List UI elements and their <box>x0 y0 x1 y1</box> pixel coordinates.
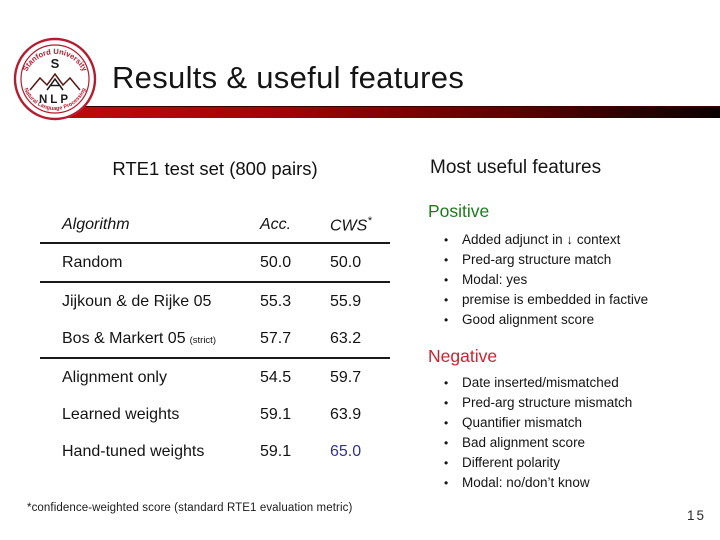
acc-value: 59.1 <box>260 442 292 460</box>
bullet-icon: • <box>444 476 449 490</box>
algorithm-name: Random <box>62 253 123 271</box>
algorithm-name: Hand-tuned weights <box>62 442 205 460</box>
cws-value: 65.0 <box>330 442 362 460</box>
cws-value: 59.7 <box>330 368 362 386</box>
positive-list: • Added adjunct in ↓ context • Pred-arg str… <box>444 230 648 330</box>
acc-value: 54.5 <box>260 368 292 386</box>
table-row: Alignment only 54.5 59.7 <box>40 358 390 396</box>
feature-text: Bad alignment score <box>462 435 586 450</box>
stanford-nlp-logo: Stanford University Natural Language Pro… <box>13 37 97 121</box>
slide-title: Results & useful features <box>112 60 465 95</box>
column-header-acc: Acc. <box>260 216 292 233</box>
feature-text: Modal: no/don’t know <box>462 475 590 490</box>
bullet-icon: • <box>444 396 449 410</box>
column-header-algorithm: Algorithm <box>62 216 130 233</box>
algorithm-cell: Jijkoun & de Rijke 05 <box>40 282 260 320</box>
features-heading: Most useful features <box>430 157 602 178</box>
results-table-body: Random 50.0 50.0 Jijkoun & de Rijke 05 55.3 5… <box>40 243 390 470</box>
accent-bar <box>56 106 720 118</box>
column-header-cws: CWS* <box>330 208 390 243</box>
cws-value: 55.9 <box>330 292 362 310</box>
feature-text: Date inserted/mismatched <box>462 375 619 390</box>
table-header-row: Algorithm Acc. CWS* <box>40 208 390 243</box>
algorithm-name: Bos & Markert 05 <box>62 329 186 347</box>
bullet-icon: • <box>444 436 449 450</box>
table-row: Hand-tuned weights 59.1 65.0 <box>40 433 390 470</box>
algorithm-cell: Learned weights <box>40 396 260 433</box>
bullet-icon: • <box>444 313 449 327</box>
table-row: Random 50.0 50.0 <box>40 243 390 282</box>
feature-item: • Modal: no/don’t know <box>444 473 632 493</box>
logo-peak-icon <box>46 77 64 91</box>
feature-text: Added adjunct in ↓ context <box>462 232 621 247</box>
feature-text: Pred-arg structure mismatch <box>462 395 633 410</box>
feature-item: • Different polarity <box>444 453 632 473</box>
feature-text: Different polarity <box>462 455 561 470</box>
feature-item: • Bad alignment score <box>444 433 632 453</box>
footnote: *confidence-weighted score (standard RTE… <box>27 502 353 514</box>
logo-nlp-letters: NLP <box>39 94 71 106</box>
cws-label: CWS <box>330 217 368 235</box>
bullet-icon: • <box>444 456 449 470</box>
algorithm-name: Learned weights <box>62 405 180 423</box>
algorithm-cell: Hand-tuned weights <box>40 433 260 470</box>
bullet-icon: • <box>444 376 449 390</box>
table-heading: RTE1 test set (800 pairs) <box>112 158 318 179</box>
acc-value: 57.7 <box>260 329 292 347</box>
cws-value: 50.0 <box>330 253 362 271</box>
cws-asterisk: * <box>367 214 372 227</box>
feature-text: premise is embedded in factive <box>462 292 649 307</box>
logo-inner-ring <box>20 44 90 114</box>
positive-label: Positive <box>428 201 490 221</box>
feature-text: Modal: yes <box>462 272 528 287</box>
algorithm-note: (strict) <box>189 334 216 346</box>
bullet-icon: • <box>444 253 449 267</box>
feature-item: • premise is embedded in factive <box>444 290 648 310</box>
results-table: Algorithm Acc. CWS* Random 50.0 50.0 Jijkou… <box>40 208 390 470</box>
feature-text: Good alignment score <box>462 312 595 327</box>
cws-value: 63.2 <box>330 329 362 347</box>
negative-label: Negative <box>428 346 498 366</box>
acc-value: 59.1 <box>260 405 292 423</box>
algorithm-cell: Alignment only <box>40 358 260 396</box>
acc-value: 50.0 <box>260 253 292 271</box>
feature-text: Quantifier mismatch <box>462 415 583 430</box>
page-number: 15 <box>686 508 706 523</box>
feature-item: • Quantifier mismatch <box>444 413 632 433</box>
algorithm-name: Alignment only <box>62 368 167 386</box>
negative-list: • Date inserted/mismatched • Pred-arg struc… <box>444 373 632 493</box>
logo-s-letter: S <box>51 56 60 71</box>
acc-value: 55.3 <box>260 292 292 310</box>
feature-item: • Pred-arg structure match <box>444 250 648 270</box>
feature-item: • Pred-arg structure mismatch <box>444 393 632 413</box>
table-row: Jijkoun & de Rijke 05 55.3 55.9 <box>40 282 390 320</box>
feature-item: • Modal: yes <box>444 270 648 290</box>
feature-text: Pred-arg structure match <box>462 252 612 267</box>
algorithm-cell: Random <box>40 243 260 282</box>
bullet-icon: • <box>444 233 449 247</box>
bullet-icon: • <box>444 273 449 287</box>
feature-item: • Added adjunct in ↓ context <box>444 230 648 250</box>
algorithm-cell: Bos & Markert 05 (strict) <box>40 320 260 358</box>
logo-mountains-icon <box>29 72 81 91</box>
feature-item: • Date inserted/mismatched <box>444 373 632 393</box>
bullet-icon: • <box>444 293 449 307</box>
bullet-icon: • <box>444 416 449 430</box>
feature-item: • Good alignment score <box>444 310 648 330</box>
algorithm-name: Jijkoun & de Rijke 05 <box>62 292 212 310</box>
cws-value: 63.9 <box>330 405 362 423</box>
table-row: Learned weights 59.1 63.9 <box>40 396 390 433</box>
table-row: Bos & Markert 05 (strict) 57.7 63.2 <box>40 320 390 358</box>
